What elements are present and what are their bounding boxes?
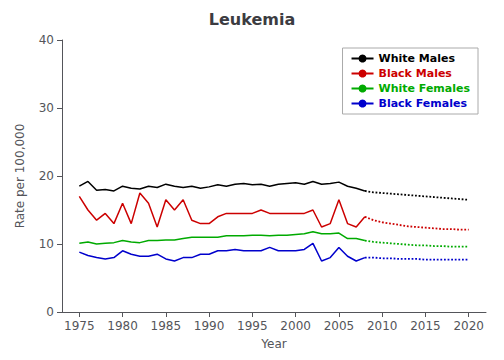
svg-text:Leukemia: Leukemia <box>209 10 295 29</box>
svg-text:2015: 2015 <box>410 319 441 333</box>
svg-text:30: 30 <box>39 101 54 115</box>
svg-text:2005: 2005 <box>324 319 355 333</box>
svg-text:Black Males: Black Males <box>379 67 453 80</box>
svg-text:White Females: White Females <box>379 82 471 95</box>
svg-text:2000: 2000 <box>280 319 311 333</box>
svg-text:1990: 1990 <box>194 319 225 333</box>
svg-text:10: 10 <box>39 237 54 251</box>
svg-text:2010: 2010 <box>367 319 398 333</box>
svg-text:1985: 1985 <box>151 319 182 333</box>
svg-text:Black Females: Black Females <box>379 97 468 110</box>
svg-text:1975: 1975 <box>64 319 95 333</box>
svg-text:White Males: White Males <box>379 52 456 65</box>
svg-text:Year: Year <box>260 337 286 351</box>
svg-text:0: 0 <box>46 305 54 319</box>
svg-text:Rate per 100,000: Rate per 100,000 <box>13 124 27 229</box>
svg-text:20: 20 <box>39 169 54 183</box>
svg-text:1980: 1980 <box>107 319 138 333</box>
svg-text:2020: 2020 <box>453 319 484 333</box>
svg-text:40: 40 <box>39 33 54 47</box>
svg-text:1995: 1995 <box>237 319 268 333</box>
